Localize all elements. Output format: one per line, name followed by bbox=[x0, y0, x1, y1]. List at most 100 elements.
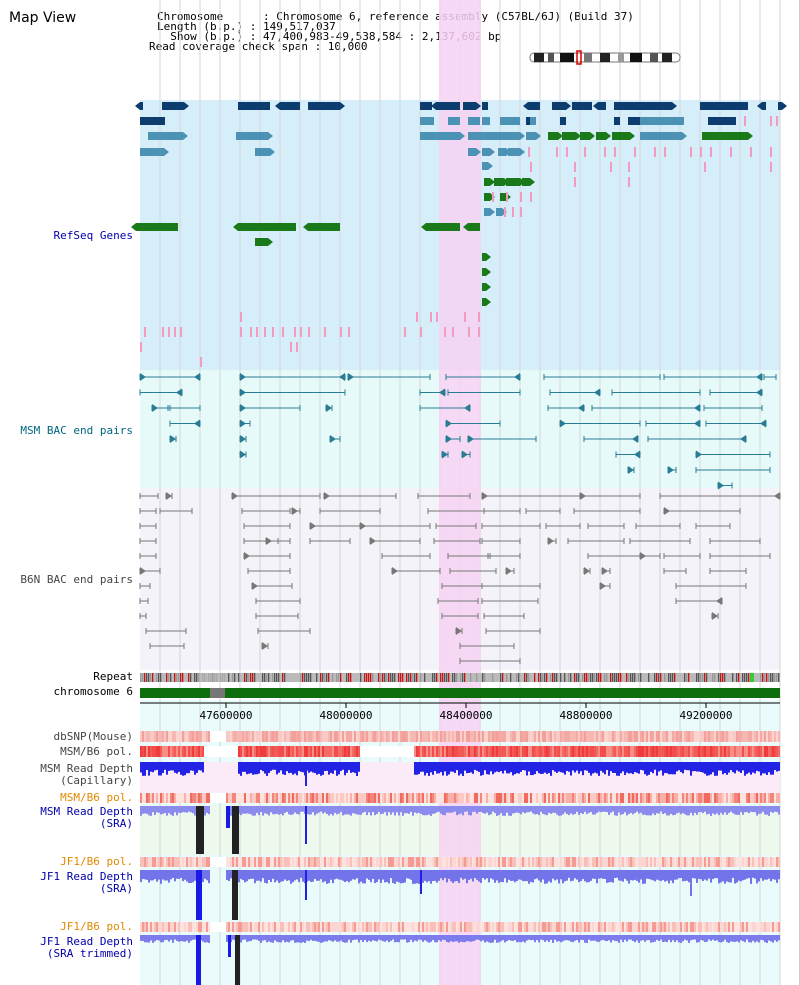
heat-cell bbox=[178, 731, 180, 742]
minor-feature-tick bbox=[628, 177, 630, 187]
heat-cell bbox=[730, 793, 732, 803]
heat-cell bbox=[686, 857, 688, 867]
depth-bar bbox=[372, 870, 374, 879]
depth-bar bbox=[500, 935, 502, 942]
depth-bar bbox=[580, 806, 582, 814]
depth-bar bbox=[438, 935, 440, 941]
depth-bar bbox=[764, 806, 766, 815]
heat-cell bbox=[352, 731, 354, 742]
heat-cell bbox=[658, 922, 660, 932]
heat-cell bbox=[642, 731, 644, 742]
depth-bar bbox=[646, 806, 648, 816]
repeat-element bbox=[628, 673, 630, 682]
heat-cell bbox=[196, 857, 198, 867]
heat-cell bbox=[376, 793, 378, 803]
heat-cell bbox=[472, 922, 474, 932]
gene-strand-arrow bbox=[184, 102, 189, 110]
depth-bar bbox=[178, 806, 180, 813]
depth-bar bbox=[698, 806, 700, 813]
heat-cell bbox=[350, 793, 352, 803]
depth-bar bbox=[582, 870, 584, 880]
minor-feature-tick bbox=[290, 342, 292, 352]
heat-cell bbox=[632, 922, 634, 932]
heat-cell bbox=[206, 922, 208, 932]
depth-bar bbox=[460, 762, 462, 774]
heat-cell bbox=[146, 857, 148, 867]
msm-bac-end-pairs bbox=[139, 373, 777, 490]
heat-cell bbox=[274, 731, 276, 742]
bac-end-arrow bbox=[240, 404, 246, 412]
depth-bar bbox=[226, 870, 228, 880]
heat-cell bbox=[266, 746, 268, 757]
depth-bar bbox=[350, 870, 352, 881]
heat-cell bbox=[532, 731, 534, 742]
heat-cell bbox=[458, 746, 460, 757]
heat-cell bbox=[382, 731, 384, 742]
depth-bar bbox=[666, 762, 668, 774]
depth-bar bbox=[446, 935, 448, 943]
depth-bar bbox=[276, 762, 278, 775]
depth-bar bbox=[642, 870, 644, 884]
heat-cell bbox=[296, 793, 298, 803]
heat-cell bbox=[768, 922, 770, 932]
depth-bar bbox=[380, 935, 382, 941]
heat-cell bbox=[550, 922, 552, 932]
heat-cell bbox=[186, 922, 188, 932]
heat-cell bbox=[318, 793, 320, 803]
heat-cell bbox=[598, 922, 600, 932]
repeat-element bbox=[366, 673, 368, 682]
depth-bar bbox=[634, 762, 636, 773]
repeat-element-special bbox=[750, 673, 754, 682]
depth-bar bbox=[308, 870, 310, 881]
heat-cell bbox=[554, 731, 556, 742]
depth-bar bbox=[708, 870, 710, 879]
heat-cell bbox=[366, 793, 368, 803]
heat-cell bbox=[188, 793, 190, 803]
heat-cell bbox=[726, 857, 728, 867]
heat-cell bbox=[500, 922, 502, 932]
depth-bar bbox=[160, 762, 162, 776]
heat-cell bbox=[298, 731, 300, 742]
heat-cell bbox=[254, 793, 256, 803]
heat-cell bbox=[218, 731, 220, 742]
heat-cell bbox=[240, 731, 242, 742]
depth-bar bbox=[336, 762, 338, 776]
heat-cell bbox=[564, 857, 566, 867]
heat-cell bbox=[490, 793, 492, 803]
depth-bar bbox=[686, 935, 688, 941]
depth-bar bbox=[286, 806, 288, 812]
repeat-element bbox=[308, 673, 310, 682]
depth-bar bbox=[472, 762, 474, 774]
heat-cell bbox=[370, 746, 372, 757]
depth-bar bbox=[316, 762, 318, 775]
heat-cell bbox=[316, 922, 318, 932]
heat-cell bbox=[208, 746, 210, 757]
heat-cell bbox=[478, 922, 480, 932]
heat-cell bbox=[616, 731, 618, 742]
repeat-element bbox=[174, 673, 176, 682]
heat-cell bbox=[362, 793, 364, 803]
heat-cell bbox=[572, 746, 574, 757]
repeat-element bbox=[596, 673, 598, 682]
heat-cell bbox=[424, 731, 426, 742]
heat-cell bbox=[298, 746, 300, 757]
gene-feature bbox=[528, 102, 540, 110]
depth-bar bbox=[602, 870, 604, 879]
repeat-element bbox=[586, 673, 588, 682]
gene-strand-arrow bbox=[593, 102, 598, 110]
depth-bar bbox=[474, 806, 476, 812]
depth-bar bbox=[716, 806, 718, 814]
heat-cell bbox=[728, 746, 730, 757]
heat-cell bbox=[522, 731, 524, 742]
depth-bar bbox=[434, 806, 436, 814]
depth-bar bbox=[534, 806, 536, 815]
heat-cell bbox=[270, 922, 272, 932]
heat-cell bbox=[504, 793, 506, 803]
heat-cell bbox=[544, 731, 546, 742]
heat-cell bbox=[386, 922, 388, 932]
heat-cell bbox=[688, 922, 690, 932]
heat-cell bbox=[296, 922, 298, 932]
depth-bar bbox=[744, 806, 746, 813]
heat-cell bbox=[246, 793, 248, 803]
